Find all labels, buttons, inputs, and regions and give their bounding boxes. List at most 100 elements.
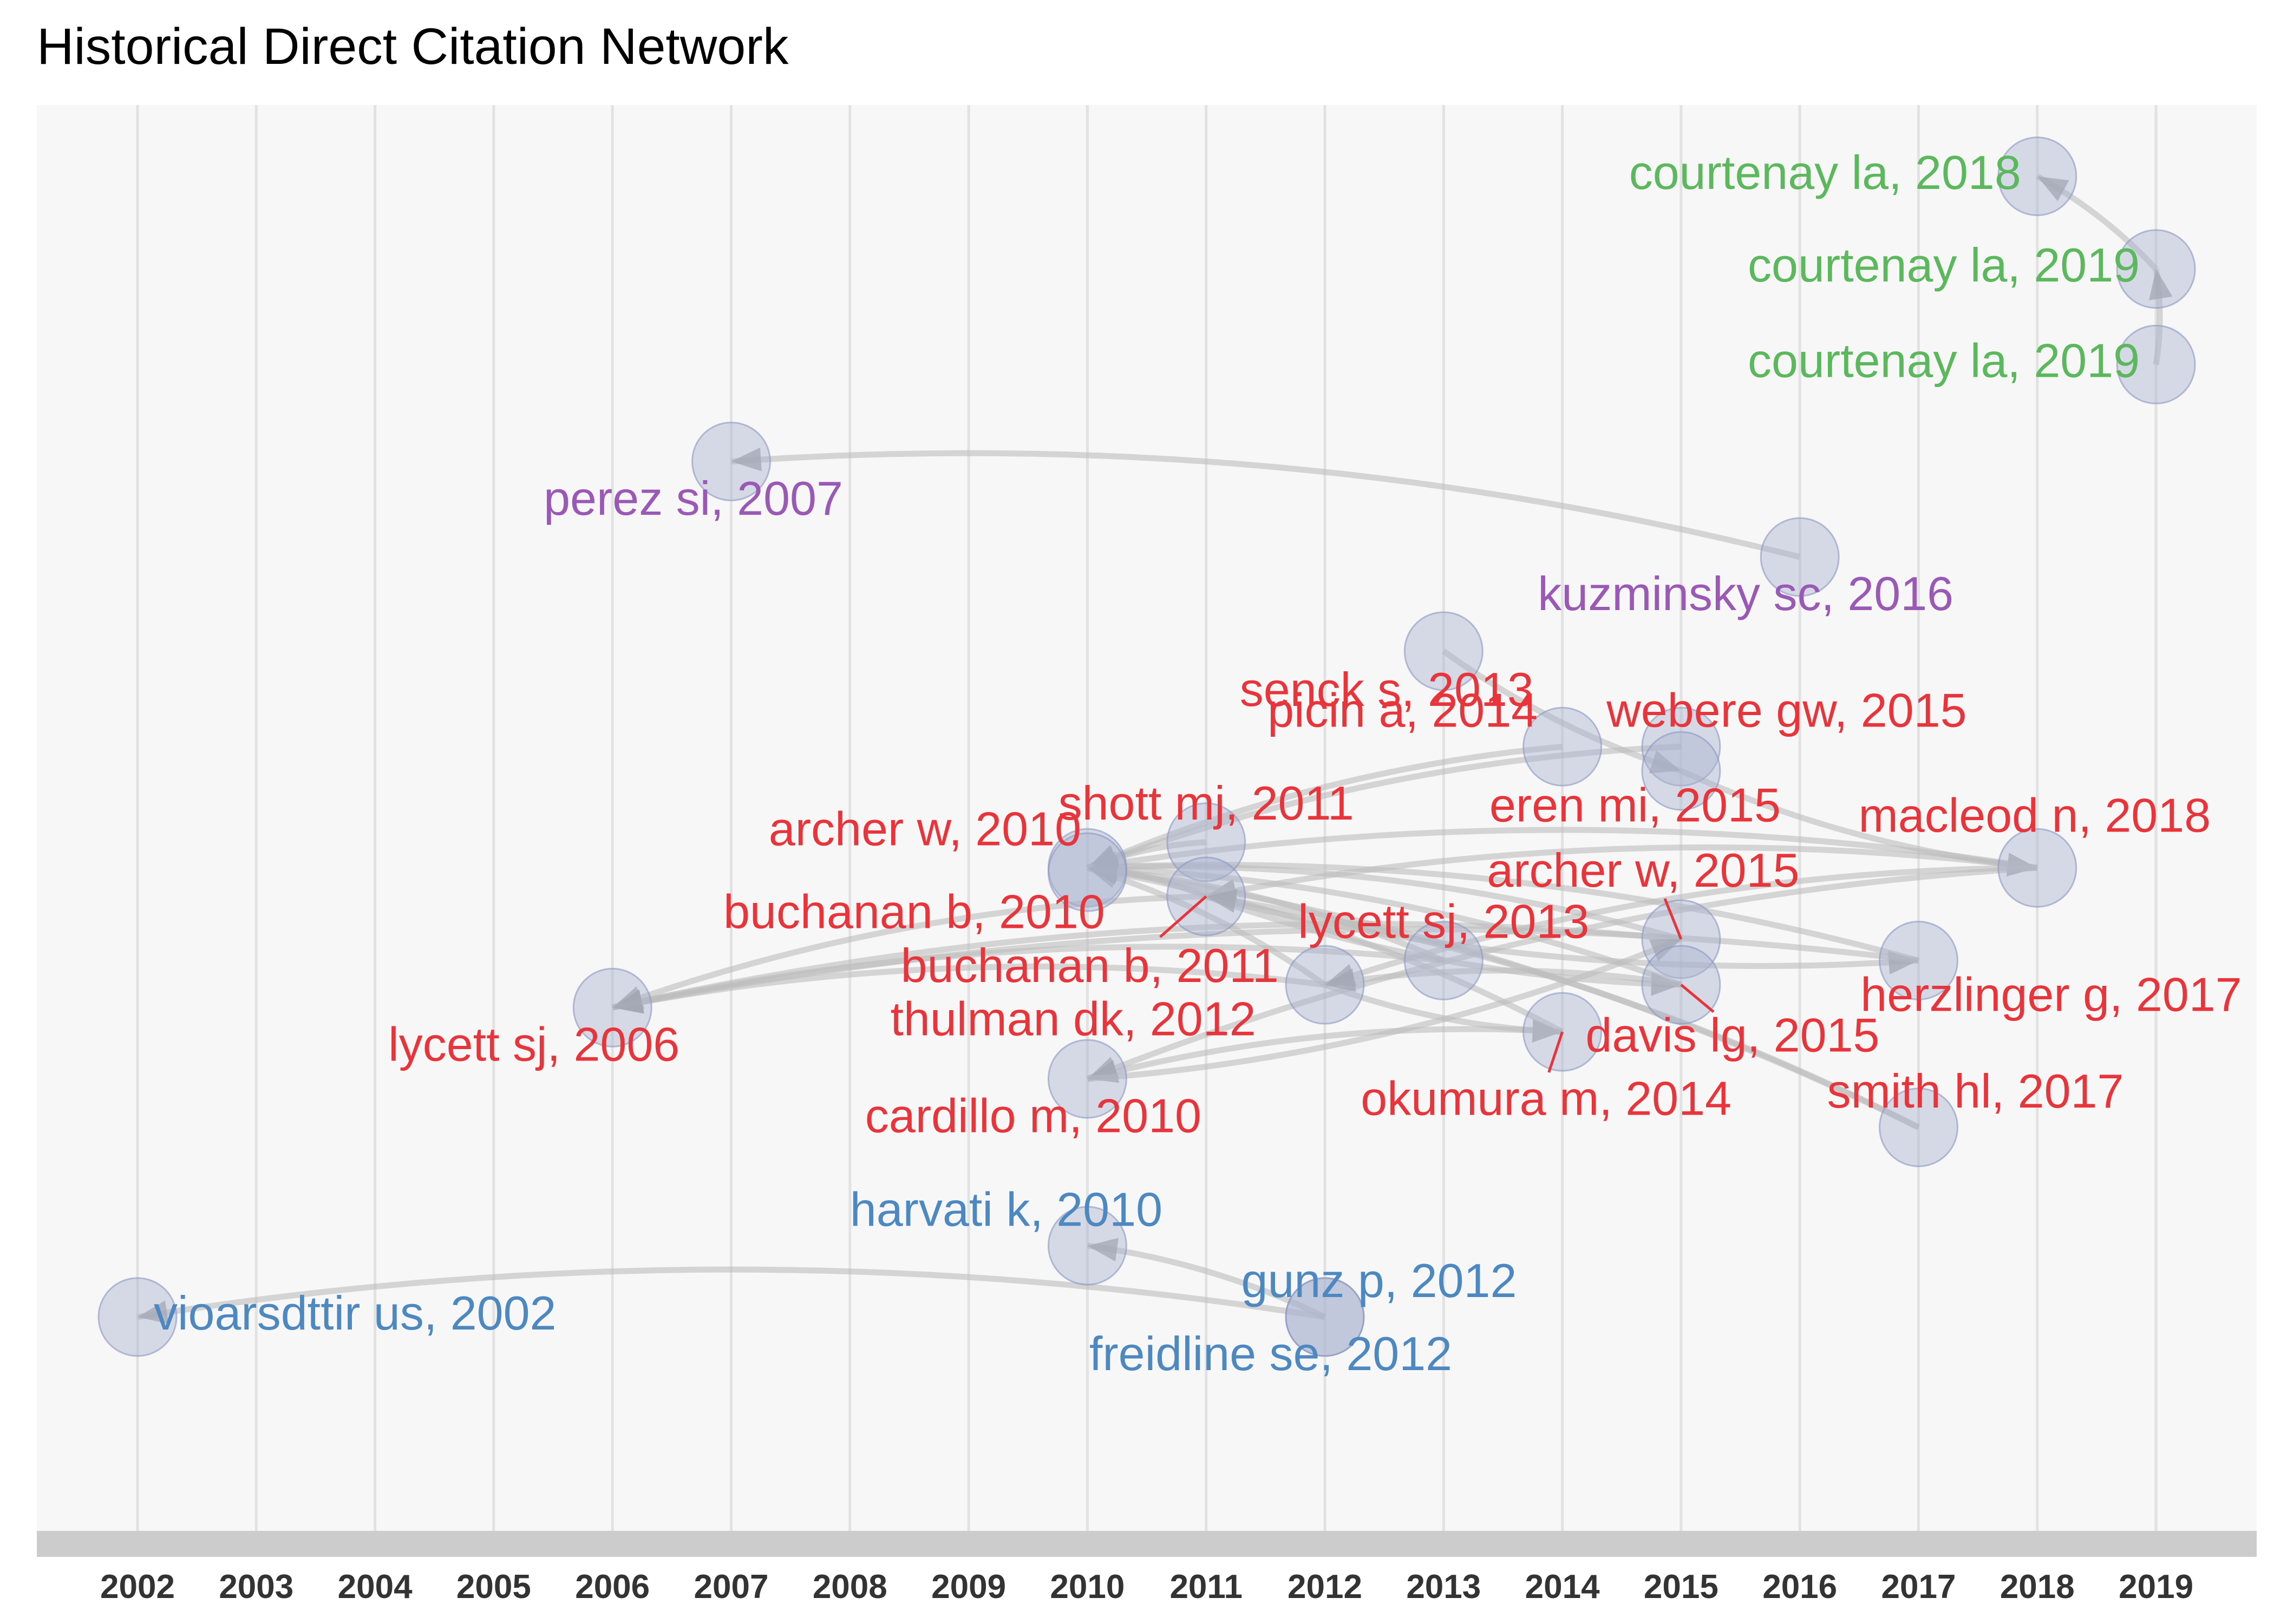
- citation-arrowhead: [731, 447, 762, 472]
- node-label-macleod2018: macleod n, 2018: [1858, 788, 2211, 842]
- year-label-2014: 2014: [1525, 1568, 1600, 1606]
- citation-arrowhead: [1649, 939, 1681, 962]
- node-webere2015[interactable]: [1641, 706, 1721, 787]
- citation-edge: [1324, 967, 1682, 988]
- node-label-courtenay2018: courtenay la, 2018: [1629, 146, 2021, 199]
- node-picin2014[interactable]: [1522, 706, 1603, 787]
- node-label-archer2015: archer w, 2015: [1487, 843, 1799, 897]
- node-label-davis2015: davis lg, 2015: [1585, 1008, 1879, 1062]
- node-herzlinger2017[interactable]: [1879, 920, 1958, 1000]
- node-label-gunz2012: gunz p, 2012: [1241, 1254, 1517, 1307]
- citation-edge: [1086, 743, 1682, 871]
- node-label-lycett2013: lycett sj, 2013: [1298, 895, 1589, 948]
- node-eren2015[interactable]: [1641, 731, 1721, 811]
- node-labels: courtenay la, 2018 courtenay la, 2019 cour…: [154, 146, 2242, 1380]
- year-label-2005: 2005: [456, 1568, 531, 1606]
- node-courtenay2019b[interactable]: [2116, 324, 2196, 404]
- node-label-herzlinger2017: herzlinger g, 2017: [1860, 968, 2242, 1021]
- year-label-2013: 2013: [1406, 1568, 1481, 1606]
- node-lycett2013[interactable]: [1403, 920, 1484, 1000]
- label-leader-line: [1680, 984, 1715, 1013]
- node-label-webere2015: webere gw, 2015: [1606, 684, 1966, 737]
- year-label-2003: 2003: [219, 1568, 293, 1606]
- citation-edge: [1087, 862, 1919, 964]
- node-macleod2018[interactable]: [1997, 828, 2077, 908]
- node-label-freidline2012: freidline se, 2012: [1089, 1327, 1452, 1380]
- year-label-2012: 2012: [1288, 1568, 1362, 1606]
- label-leader-line: [1547, 1031, 1564, 1073]
- year-label-2008: 2008: [813, 1568, 887, 1606]
- node-label-picin2014: picin a, 2014: [1267, 684, 1538, 737]
- node-harvati2010[interactable]: [1047, 1206, 1127, 1286]
- citation-edge: [611, 893, 1206, 1011]
- year-label-2002: 2002: [100, 1568, 175, 1606]
- node-label-vioarsdttir2002: vioarsdttir us, 2002: [154, 1286, 557, 1340]
- citation-edge: [137, 1266, 1325, 1320]
- citation-arrowhead: [1087, 1237, 1119, 1262]
- node-label-lycett2006: lycett sj, 2006: [388, 1018, 679, 1071]
- citation-nodes: [97, 136, 2196, 1357]
- node-cardillo2010[interactable]: [1047, 1039, 1127, 1119]
- citation-edge: [1087, 1242, 1327, 1320]
- citation-edge: [1442, 649, 1682, 774]
- node-label-eren2015: eren mi, 2015: [1489, 778, 1781, 831]
- label-leader-line: [1159, 895, 1207, 938]
- citation-edge: [612, 964, 1325, 1011]
- node-label-senck2013: senck s, 2013: [1240, 663, 1534, 716]
- citation-edge: [731, 450, 1801, 560]
- node-senck2013[interactable]: [1403, 611, 1484, 691]
- citation-edges: [137, 173, 2173, 1324]
- citation-edge: [1086, 865, 2038, 1082]
- citation-edge: [1087, 865, 1682, 988]
- citation-arrowhead: [1206, 889, 1238, 913]
- citation-edge: [612, 926, 1919, 1011]
- year-label-2019: 2019: [2119, 1568, 2193, 1606]
- node-label-shott2011: shott mj, 2011: [1058, 776, 1354, 830]
- citation-arrowhead: [612, 990, 644, 1014]
- node-smith2017[interactable]: [1879, 1088, 1958, 1168]
- node-freidline2012[interactable]: [1285, 1277, 1365, 1357]
- year-label-2006: 2006: [575, 1568, 650, 1606]
- node-label-courtenay2019a: courtenay la, 2019: [1748, 238, 2140, 292]
- year-label-2011: 2011: [1169, 1568, 1243, 1606]
- year-label-2018: 2018: [2000, 1568, 2075, 1606]
- citation-edge: [1205, 893, 1919, 969]
- node-thulman2012[interactable]: [1285, 945, 1365, 1025]
- node-lycett2006[interactable]: [572, 967, 652, 1047]
- citation-edge: [1086, 743, 1563, 871]
- year-label-2007: 2007: [694, 1568, 769, 1606]
- node-buchanan2010[interactable]: [1047, 832, 1127, 912]
- citation-arrowhead: [1087, 860, 1119, 884]
- node-courtenay2019a[interactable]: [2116, 229, 2196, 309]
- node-label-archer2010: archer w, 2010: [769, 802, 1081, 855]
- year-label-2004: 2004: [338, 1568, 413, 1606]
- node-label-buchanan2011: buchanan b, 2011: [901, 939, 1279, 992]
- year-axis-band: [37, 1531, 2257, 1557]
- year-label-2009: 2009: [931, 1568, 1006, 1606]
- year-label-2015: 2015: [1644, 1568, 1718, 1606]
- citation-arrowhead: [2149, 269, 2173, 300]
- node-vioarsdttir2002[interactable]: [97, 1277, 178, 1357]
- citation-arrowhead: [2037, 176, 2069, 201]
- node-shott2011[interactable]: [1166, 802, 1246, 882]
- node-label-cardillo2010: cardillo m, 2010: [865, 1089, 1201, 1142]
- citation-arrowhead: [1325, 968, 1356, 992]
- year-label-2010: 2010: [1050, 1568, 1125, 1606]
- node-kuzminsky2016[interactable]: [1760, 517, 1840, 597]
- year-axis-labels: 2002 2003 2004 2005 2006 2007 2008 2009 2010 2011…: [100, 1568, 2193, 1606]
- citation-arrowhead: [1649, 750, 1681, 774]
- node-label-thulman2012: thulman dk, 2012: [890, 992, 1256, 1045]
- citation-edge: [1087, 936, 1682, 1082]
- node-label-okumura2014: okumura m, 2014: [1361, 1071, 1731, 1125]
- citation-edge: [1087, 1026, 1563, 1082]
- year-label-2016: 2016: [1762, 1568, 1837, 1606]
- year-label-2017: 2017: [1881, 1568, 1956, 1606]
- node-perez2007[interactable]: [691, 422, 771, 501]
- node-courtenay2018[interactable]: [1997, 136, 2077, 217]
- node-label-courtenay2019b: courtenay la, 2019: [1748, 334, 2140, 388]
- chart-title: Historical Direct Citation Network: [37, 18, 789, 75]
- citation-arrowhead: [138, 1300, 169, 1324]
- node-label-perez2007: perez si, 2007: [544, 472, 843, 525]
- node-label-buchanan2010: buchanan b, 2010: [723, 885, 1105, 938]
